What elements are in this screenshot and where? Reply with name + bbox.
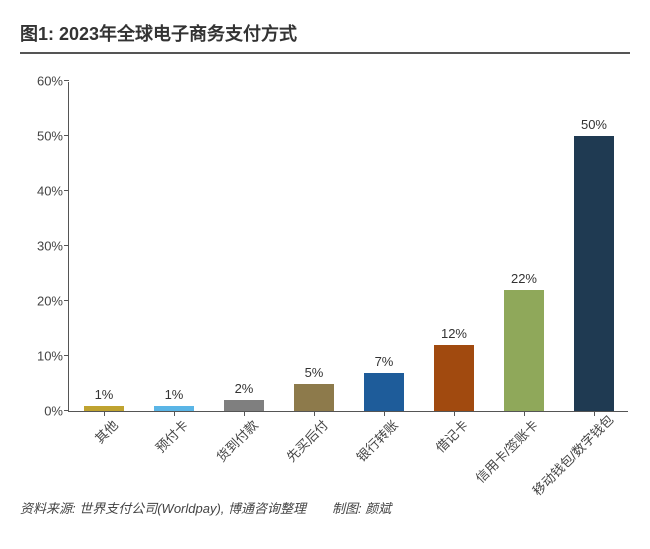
y-tick-label: 10% [37, 349, 69, 364]
bar-value-label: 2% [224, 381, 263, 400]
y-tick-label: 60% [37, 74, 69, 89]
chart-title: 图1: 2023年全球电子商务支付方式 [20, 20, 630, 54]
y-tick-mark [64, 245, 69, 246]
plot-region: 0%10%20%30%40%50%60%1%其他1%预付卡2%货到付款5%先买后… [68, 82, 628, 412]
y-tick-mark [64, 355, 69, 356]
bar: 2% [224, 400, 263, 411]
bar-value-label: 7% [364, 354, 403, 373]
chart-area: 0%10%20%30%40%50%60%1%其他1%预付卡2%货到付款5%先买后… [20, 72, 630, 492]
y-tick-mark [64, 300, 69, 301]
bar-value-label: 12% [434, 326, 473, 345]
bar-value-label: 1% [154, 387, 193, 406]
bar-value-label: 1% [84, 387, 123, 406]
bar: 5% [294, 384, 333, 412]
chart-source: 资料来源: 世界支付公司(Worldpay), 博通咨询整理 制图: 颜斌 [20, 498, 630, 517]
bar-value-label: 50% [574, 117, 613, 136]
y-tick-label: 0% [44, 404, 69, 419]
y-tick-mark [64, 80, 69, 81]
y-tick-label: 30% [37, 239, 69, 254]
y-tick-mark [64, 190, 69, 191]
bar: 22% [504, 290, 543, 411]
y-tick-mark [64, 410, 69, 411]
y-tick-label: 40% [37, 184, 69, 199]
bar-value-label: 5% [294, 365, 333, 384]
bar: 12% [434, 345, 473, 411]
y-tick-mark [64, 135, 69, 136]
bar: 7% [364, 373, 403, 412]
bar: 50% [574, 136, 613, 411]
bar-value-label: 22% [504, 271, 543, 290]
y-tick-label: 20% [37, 294, 69, 309]
y-tick-label: 50% [37, 129, 69, 144]
